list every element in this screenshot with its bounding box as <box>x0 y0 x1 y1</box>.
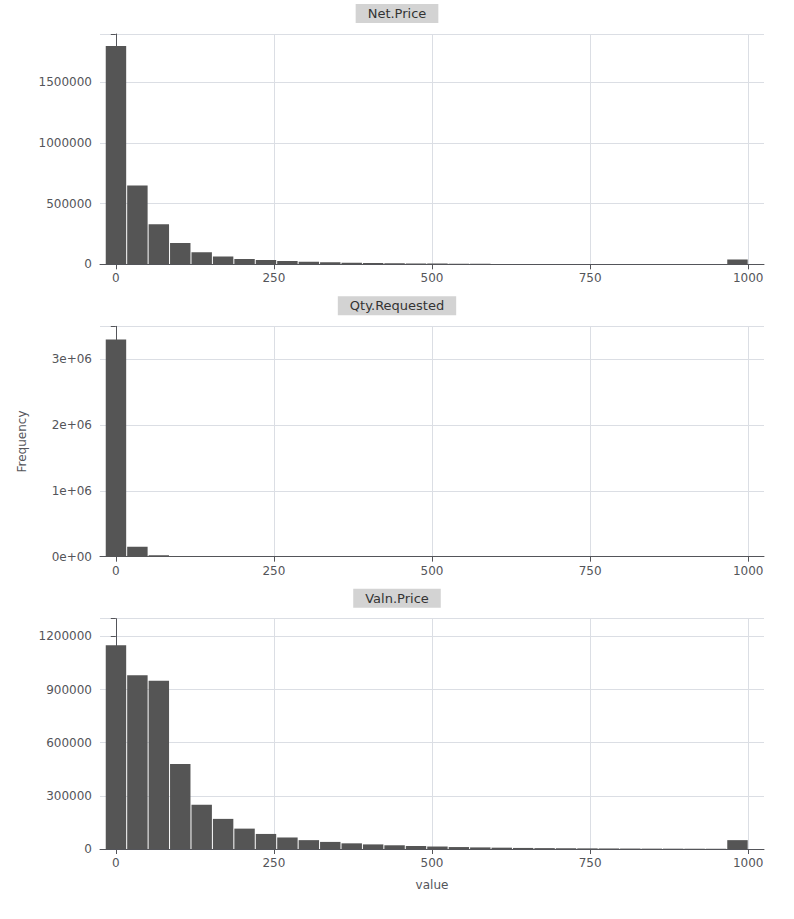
svg-text:300000: 300000 <box>46 789 92 803</box>
svg-text:500: 500 <box>421 856 444 870</box>
svg-text:0: 0 <box>112 271 120 285</box>
svg-text:1000: 1000 <box>733 271 764 285</box>
svg-text:1000: 1000 <box>733 856 764 870</box>
svg-text:0: 0 <box>112 564 120 578</box>
svg-text:3e+06: 3e+06 <box>52 352 92 366</box>
svg-text:500: 500 <box>421 564 444 578</box>
svg-text:value: value <box>416 878 449 892</box>
svg-text:500000: 500000 <box>46 197 92 211</box>
svg-text:0: 0 <box>112 856 120 870</box>
svg-text:0: 0 <box>84 257 92 271</box>
svg-text:750: 750 <box>579 856 602 870</box>
svg-text:1000: 1000 <box>733 564 764 578</box>
svg-text:Valn.Price: Valn.Price <box>365 591 429 606</box>
svg-text:2e+06: 2e+06 <box>52 418 92 432</box>
svg-text:600000: 600000 <box>46 736 92 750</box>
svg-text:900000: 900000 <box>46 683 92 697</box>
svg-text:1500000: 1500000 <box>39 75 92 89</box>
svg-text:1000000: 1000000 <box>39 136 92 150</box>
svg-text:0: 0 <box>84 842 92 856</box>
svg-text:1200000: 1200000 <box>39 629 92 643</box>
svg-text:1e+06: 1e+06 <box>52 484 92 498</box>
svg-text:Qty.Requested: Qty.Requested <box>350 298 444 313</box>
svg-text:Net.Price: Net.Price <box>368 6 427 21</box>
svg-text:750: 750 <box>579 564 602 578</box>
svg-text:500: 500 <box>421 271 444 285</box>
svg-text:750: 750 <box>579 271 602 285</box>
svg-text:0e+00: 0e+00 <box>52 550 92 564</box>
svg-text:Frequency: Frequency <box>15 411 29 473</box>
svg-text:250: 250 <box>262 271 285 285</box>
svg-text:250: 250 <box>262 856 285 870</box>
svg-text:250: 250 <box>262 564 285 578</box>
